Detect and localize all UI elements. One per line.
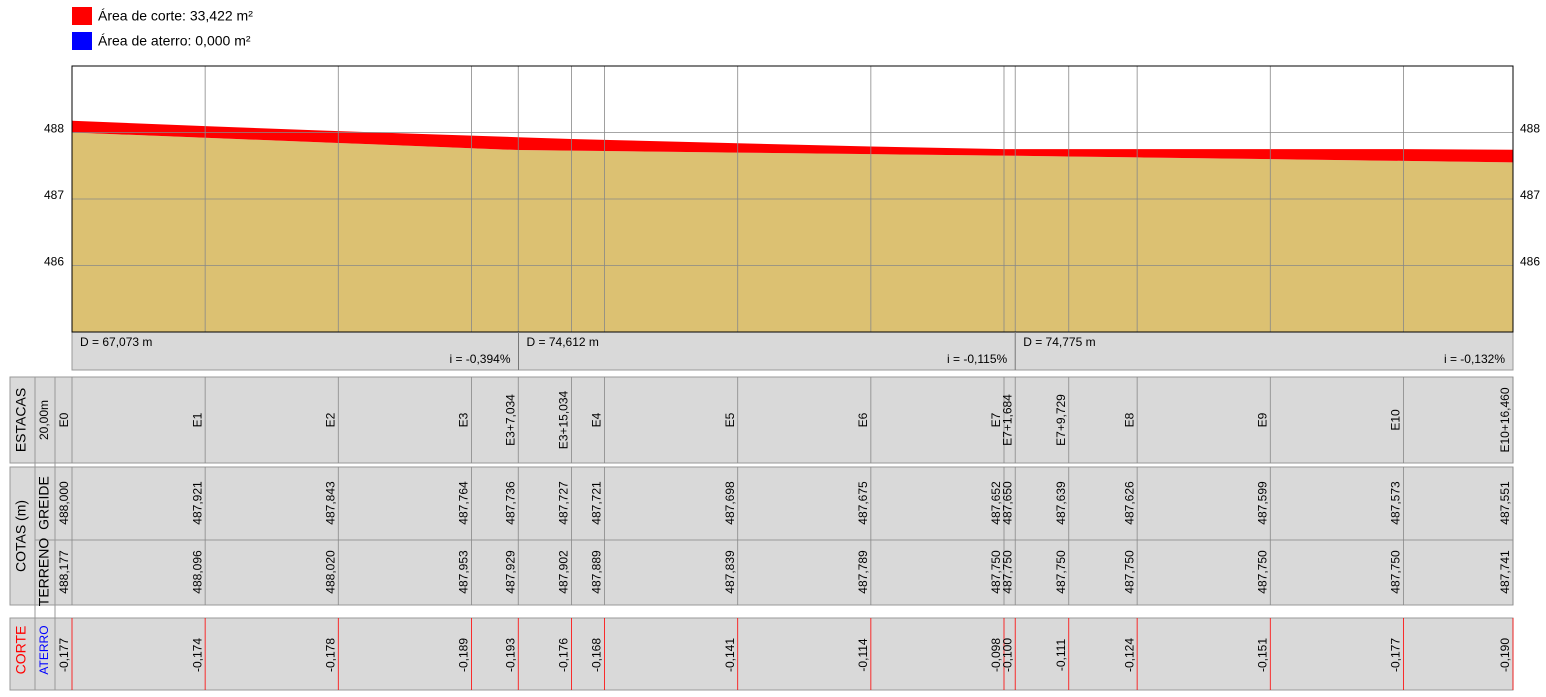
station-label: E7 (989, 412, 1003, 427)
header: ATERRO (37, 625, 51, 674)
cut-value: -0,114 (856, 638, 870, 671)
segment-grade: i = -0,394% (449, 352, 510, 366)
cut-value: -0,100 (1000, 638, 1014, 672)
header: TERRENO (36, 538, 52, 607)
station-label: E1 (190, 412, 204, 427)
grade-value: 488,000 (57, 481, 71, 525)
header: 20,00m (37, 400, 51, 440)
station-label: E3+7,034 (503, 394, 517, 446)
grade-value: 487,551 (1498, 481, 1512, 525)
stations-row (9, 376, 1514, 464)
cut-value: -0,111 (1054, 639, 1068, 672)
legend-swatch (72, 32, 92, 50)
header: ESTACAS (13, 388, 29, 452)
grade-value: 487,675 (856, 481, 870, 525)
cut-row (9, 617, 1514, 691)
elevations-row (9, 466, 1514, 606)
terrain-value: 487,750 (1255, 550, 1269, 594)
segment-row (71, 331, 1514, 371)
segment-length: D = 74,612 m (527, 335, 599, 349)
station-label: E10+16,460 (1498, 387, 1512, 452)
header: CORTE (13, 626, 29, 675)
grade-value: 487,650 (1000, 481, 1014, 525)
cut-value: -0,176 (557, 638, 571, 672)
y-tick-label: 487 (1520, 188, 1540, 202)
terrain-value: 487,750 (1054, 550, 1068, 594)
terrain-value: 487,929 (503, 550, 517, 594)
grade-value: 487,626 (1122, 481, 1136, 525)
grade-value: 487,843 (323, 481, 337, 525)
grade-value: 487,698 (723, 481, 737, 525)
terrain-value: 487,789 (856, 550, 870, 594)
cut-value: -0,193 (503, 638, 517, 672)
cut-value: -0,177 (1389, 638, 1403, 672)
y-tick-label: 488 (44, 122, 64, 136)
cut-value: -0,168 (590, 638, 604, 672)
cut-value: -0,189 (457, 638, 471, 672)
grade-value: 487,652 (989, 481, 1003, 525)
station-label: E3 (457, 412, 471, 427)
cut-value: -0,174 (190, 638, 204, 672)
grade-value: 487,639 (1054, 481, 1068, 525)
terrain-value: 488,020 (323, 550, 337, 594)
header: GREIDE (36, 476, 52, 530)
station-label: E6 (856, 412, 870, 427)
grade-value: 487,721 (590, 481, 604, 525)
segment-grade: i = -0,132% (1444, 352, 1505, 366)
legend-label: Área de corte: 33,422 m² (98, 8, 253, 24)
cut-value: -0,141 (723, 638, 737, 672)
terrain-value: 487,741 (1498, 550, 1512, 594)
y-tick-label: 486 (1520, 255, 1540, 269)
cut-value: -0,151 (1255, 638, 1269, 672)
terrain-value: 487,750 (1122, 550, 1136, 594)
cut-area (72, 120, 1513, 163)
cut-value: -0,098 (989, 638, 1003, 672)
terrain-value: 487,750 (1389, 550, 1403, 594)
y-tick-label: 488 (1520, 122, 1540, 136)
grade-value: 487,573 (1389, 481, 1403, 525)
cut-value: -0,190 (1498, 638, 1512, 672)
plot-frame (71, 65, 1514, 333)
station-label: E3+15,034 (557, 390, 571, 449)
grade-value: 487,599 (1255, 481, 1269, 525)
grade-value: 487,764 (457, 481, 471, 525)
station-label: E4 (590, 412, 604, 427)
segment-grade: i = -0,115% (947, 352, 1007, 366)
y-tick-label: 487 (44, 188, 64, 202)
grade-value: 487,921 (190, 481, 204, 525)
terrain-value: 487,839 (723, 550, 737, 594)
segment-length: D = 74,775 m (1023, 335, 1095, 349)
station-label: E10 (1389, 409, 1403, 431)
terrain-value: 487,902 (557, 550, 571, 594)
terrain-area (72, 132, 1513, 332)
legend-label: Área de aterro: 0,000 m² (98, 33, 251, 49)
station-label: E0 (57, 412, 71, 427)
y-tick-label: 486 (44, 255, 64, 269)
terrain-value: 488,177 (57, 550, 71, 594)
terrain-value: 487,889 (590, 550, 604, 594)
station-label: E9 (1255, 412, 1269, 427)
station-label: E7+1,684 (1000, 394, 1014, 446)
terrain-value: 488,096 (190, 550, 204, 594)
station-label: E5 (723, 412, 737, 427)
cut-value: -0,177 (57, 638, 71, 672)
terrain-value: 487,750 (1000, 550, 1014, 594)
cut-value: -0,178 (323, 638, 337, 672)
station-label: E8 (1122, 412, 1136, 427)
header: COTAS (m) (13, 500, 29, 572)
grade-value: 487,727 (557, 481, 571, 525)
segment-length: D = 67,073 m (80, 335, 152, 349)
terrain-value: 487,953 (457, 550, 471, 594)
grade-value: 487,736 (503, 481, 517, 525)
station-label: E7+9,729 (1054, 394, 1068, 446)
legend-swatch (72, 7, 92, 25)
station-label: E2 (323, 412, 337, 427)
cut-value: -0,124 (1122, 638, 1136, 672)
terrain-value: 487,750 (989, 550, 1003, 594)
